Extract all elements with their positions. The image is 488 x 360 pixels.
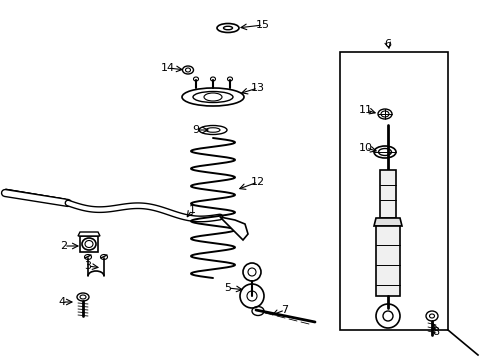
- Text: 11: 11: [358, 105, 372, 115]
- Polygon shape: [78, 232, 100, 236]
- Bar: [80, 236, 98, 252]
- Text: 2: 2: [61, 241, 67, 251]
- Text: 12: 12: [250, 177, 264, 187]
- Ellipse shape: [428, 314, 434, 318]
- Ellipse shape: [185, 68, 190, 72]
- Ellipse shape: [380, 111, 388, 117]
- Text: 5: 5: [224, 283, 231, 293]
- Text: 9: 9: [192, 125, 199, 135]
- Text: 3: 3: [84, 261, 91, 271]
- Text: 6: 6: [384, 39, 391, 49]
- Text: 14: 14: [161, 63, 175, 73]
- Bar: [339, 52, 447, 330]
- Ellipse shape: [85, 240, 93, 248]
- Text: 4: 4: [59, 297, 65, 307]
- Polygon shape: [373, 218, 401, 226]
- Text: 10: 10: [358, 143, 372, 153]
- Ellipse shape: [378, 148, 391, 156]
- Text: 7: 7: [281, 305, 288, 315]
- Bar: [375, 226, 399, 296]
- Bar: [379, 170, 395, 218]
- Text: 1: 1: [188, 205, 195, 215]
- Text: 13: 13: [250, 83, 264, 93]
- Polygon shape: [220, 217, 247, 240]
- Text: 15: 15: [256, 20, 269, 30]
- Text: 8: 8: [431, 327, 439, 337]
